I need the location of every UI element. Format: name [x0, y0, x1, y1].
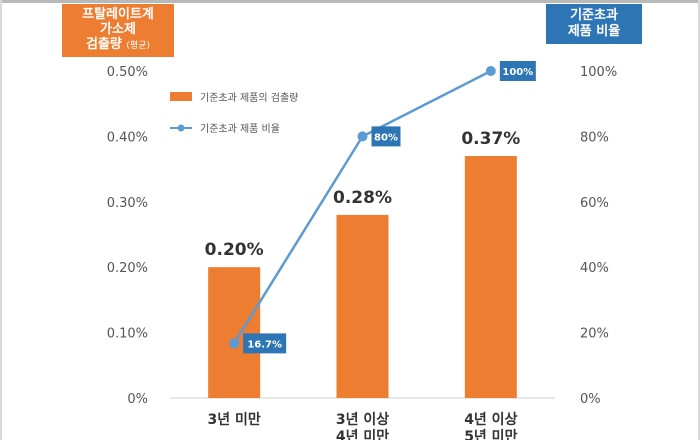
frame-right-border — [698, 0, 700, 440]
bar — [208, 267, 261, 398]
right-axis-tick-label: 0% — [580, 392, 601, 407]
right-axis-tick-label: 40% — [580, 261, 609, 276]
ratio-data-label: 16.7% — [247, 339, 282, 350]
left-axis-title-line-2: 가소제 — [100, 22, 136, 37]
left-axis-title-main: 검출량 — [85, 37, 122, 52]
left-axis-tick-label: 0.20% — [107, 261, 148, 276]
category-label: 5년 미만 — [464, 429, 517, 440]
left-axis-tick-label: 0.10% — [107, 327, 148, 342]
left-axis-tick-label: 0.30% — [107, 196, 148, 211]
left-axis-title-line-3: 검출량 (평균) — [64, 37, 172, 54]
ratio-label-box — [499, 61, 536, 81]
category-label: 4년 미만 — [336, 429, 389, 440]
right-axis-title-line-2: 제품 비율 — [567, 24, 621, 39]
ratio-data-label: 100% — [502, 67, 533, 78]
frame-top-border — [0, 0, 700, 3]
left-axis-tick-label: 0% — [127, 392, 148, 407]
left-axis-tick-label: 0.40% — [107, 130, 148, 145]
ratio-label-box — [371, 126, 401, 147]
frame-left-border — [0, 0, 2, 440]
category-label: 3년 미만 — [208, 412, 261, 428]
ratio-data-label: 80% — [374, 132, 398, 143]
left-axis-title: 프탈레이트계 가소제 검출량 (평균) — [62, 4, 174, 57]
ratio-point — [485, 66, 496, 76]
bar-data-label: 0.28% — [333, 188, 392, 208]
right-axis-tick-label: 20% — [580, 327, 609, 342]
category-label: 4년 이상 — [464, 411, 517, 428]
bar-data-label: 0.20% — [205, 240, 264, 260]
left-axis-tick-label: 0.50% — [107, 65, 148, 80]
left-axis-title-line-1: 프탈레이트계 — [82, 7, 154, 22]
category-label: 3년 이상 — [336, 411, 389, 428]
ratio-point — [229, 338, 240, 349]
right-axis-title: 기준초과 제품 비율 — [546, 4, 642, 44]
bar — [464, 156, 517, 398]
legend-swatch-bar — [170, 92, 192, 101]
bar-data-label: 0.37% — [461, 129, 520, 149]
ratio-label-box — [243, 333, 287, 354]
right-axis-tick-label: 60% — [580, 196, 609, 211]
bar — [336, 214, 389, 398]
right-axis-tick-label: 80% — [580, 130, 609, 145]
legend-label-line: 기준초과 제품 비율 — [200, 123, 280, 135]
right-axis-title-line-1: 기준초과 — [570, 8, 618, 23]
legend-label-bar: 기준초과 제품의 검출량 — [200, 92, 298, 104]
right-axis-tick-label: 100% — [580, 65, 617, 80]
ratio-point — [357, 131, 368, 142]
legend-swatch-marker — [177, 124, 185, 132]
left-axis-title-note: (평균) — [126, 41, 150, 51]
